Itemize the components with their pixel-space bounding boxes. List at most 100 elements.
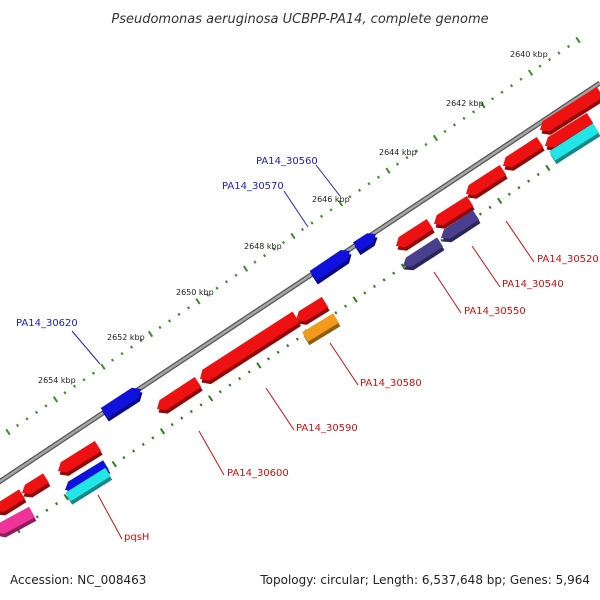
gene-pink-face	[0, 506, 35, 534]
outer-tick-8	[500, 90, 504, 94]
outer-tick-17	[414, 149, 419, 153]
gene-pa14-30600	[157, 376, 203, 414]
gene-labels: PA14_30560 PA14_30570 PA14_30620 PA14_30…	[16, 156, 599, 543]
outer-tick-14	[443, 129, 447, 134]
inner-tick-5	[545, 164, 551, 172]
inner-tick-34	[266, 357, 271, 361]
outer-tick-34	[253, 260, 257, 264]
gene-pa14-30590	[200, 311, 302, 385]
outer-tick-52	[82, 378, 86, 382]
outer-tick-59	[15, 423, 20, 428]
outer-tick-23	[357, 188, 362, 192]
gene-pa14-30600-face	[157, 376, 202, 411]
gene-cyan-lower-face	[65, 467, 111, 502]
outer-tick-44	[158, 325, 162, 330]
outer-tick-12	[462, 116, 466, 121]
scale-label-2644: 2644 kbp	[379, 148, 417, 157]
gene-red-6	[296, 296, 330, 325]
outer-tick-16	[424, 142, 428, 147]
gene-pa14-30570	[309, 249, 352, 285]
gene-pa14-30580-face	[302, 313, 339, 342]
outer-tick-21	[376, 175, 381, 179]
gene-red-8	[22, 473, 51, 498]
outer-tick-51	[91, 371, 96, 375]
label-leader-lines	[71, 164, 535, 540]
outer-tick-54	[63, 391, 67, 395]
outer-tick-0	[575, 36, 581, 44]
outer-tick-24	[348, 195, 352, 199]
gene-label-pa14-30570: PA14_30570	[222, 181, 284, 192]
leader-pa14-30560	[315, 164, 341, 197]
outer-tick-35	[242, 265, 249, 272]
inner-tick-16	[440, 238, 444, 242]
outer-tick-38	[215, 286, 219, 290]
outer-tick-32	[272, 247, 276, 251]
inner-tick-56	[54, 502, 59, 506]
gene-red-9	[0, 489, 27, 516]
scale-label-2642: 2642 kbp	[446, 99, 484, 108]
inner-tick-46	[151, 436, 155, 440]
gene-red-2-face	[545, 112, 594, 148]
outer-tick-60	[5, 428, 11, 436]
outer-tick-53	[72, 384, 77, 388]
gene-pa14-30580	[302, 313, 341, 346]
leader-pa14-30550	[433, 271, 462, 314]
inner-tick-39	[218, 390, 222, 394]
gene-red-4	[466, 164, 508, 199]
gene-label-pa14-30600: PA14_30600	[227, 468, 289, 479]
inner-tick-8	[517, 186, 521, 190]
gene-pa14-30620-face	[100, 387, 141, 419]
inner-tick-47	[141, 442, 145, 447]
inner-tick-11	[488, 205, 492, 210]
inner-tick-20	[400, 263, 406, 270]
inner-tick-42	[189, 409, 193, 414]
inner-tick-10	[497, 197, 503, 205]
gene-pa14-30550-face	[403, 237, 443, 267]
inner-tick-57	[45, 508, 49, 512]
inner-tick-44	[170, 423, 174, 427]
outer-tick-6	[519, 77, 523, 81]
gene-label-pa14-30620: PA14_30620	[16, 318, 78, 329]
footer-accession: Accession: NC_008463	[10, 573, 147, 587]
outer-tick-25	[337, 200, 344, 207]
inner-tick-26	[343, 304, 348, 308]
gene-red-5-face	[434, 195, 474, 226]
outer-tick-13	[452, 123, 457, 127]
outer-tick-4	[538, 64, 542, 68]
gene-red-2	[545, 112, 595, 151]
leader-pa14-30590	[265, 387, 295, 431]
inner-tick-45	[159, 428, 166, 435]
leader-pqsh	[97, 494, 123, 540]
leader-pa14-30620	[71, 330, 101, 365]
leader-pa14-30540	[471, 245, 501, 288]
gene-pa14-30620	[100, 387, 143, 422]
inner-tick-23	[372, 284, 376, 289]
gene-pa14-30540-red	[396, 218, 435, 251]
gene-pink	[0, 506, 37, 538]
outer-tick-5	[527, 69, 534, 76]
inner-tick-22	[382, 278, 386, 282]
outer-tick-43	[167, 319, 172, 323]
gene-pa14-30550	[403, 237, 445, 271]
gene-label-pa14-30590: PA14_30590	[296, 423, 358, 434]
gene-red-8-face	[22, 473, 49, 494]
inner-tick-21	[392, 271, 396, 275]
inner-tick-49	[122, 455, 126, 460]
gene-red-1	[540, 86, 600, 135]
scale-label-2654: 2654 kbp	[38, 376, 76, 385]
gene-pa14-30560	[353, 233, 378, 256]
outer-tick-29	[300, 227, 305, 232]
map-title: Pseudomonas aeruginosa UCBPP-PA14, compl…	[111, 12, 488, 27]
gene-red-1-face	[540, 86, 600, 132]
outer-tick-30	[290, 232, 296, 240]
gene-pa14-30520	[549, 123, 600, 165]
outer-tick-40	[195, 298, 201, 305]
gene-pa14-30540-red-face	[396, 218, 434, 248]
inner-tick-38	[228, 383, 232, 387]
gene-red-5	[434, 195, 475, 229]
outer-tick-22	[367, 182, 371, 186]
scale-label-2646: 2646 kbp	[312, 195, 350, 204]
inner-tick-9	[507, 192, 511, 196]
gene-label-pqsh: pqsH	[124, 532, 149, 543]
leader-pa14-30570	[283, 190, 309, 228]
